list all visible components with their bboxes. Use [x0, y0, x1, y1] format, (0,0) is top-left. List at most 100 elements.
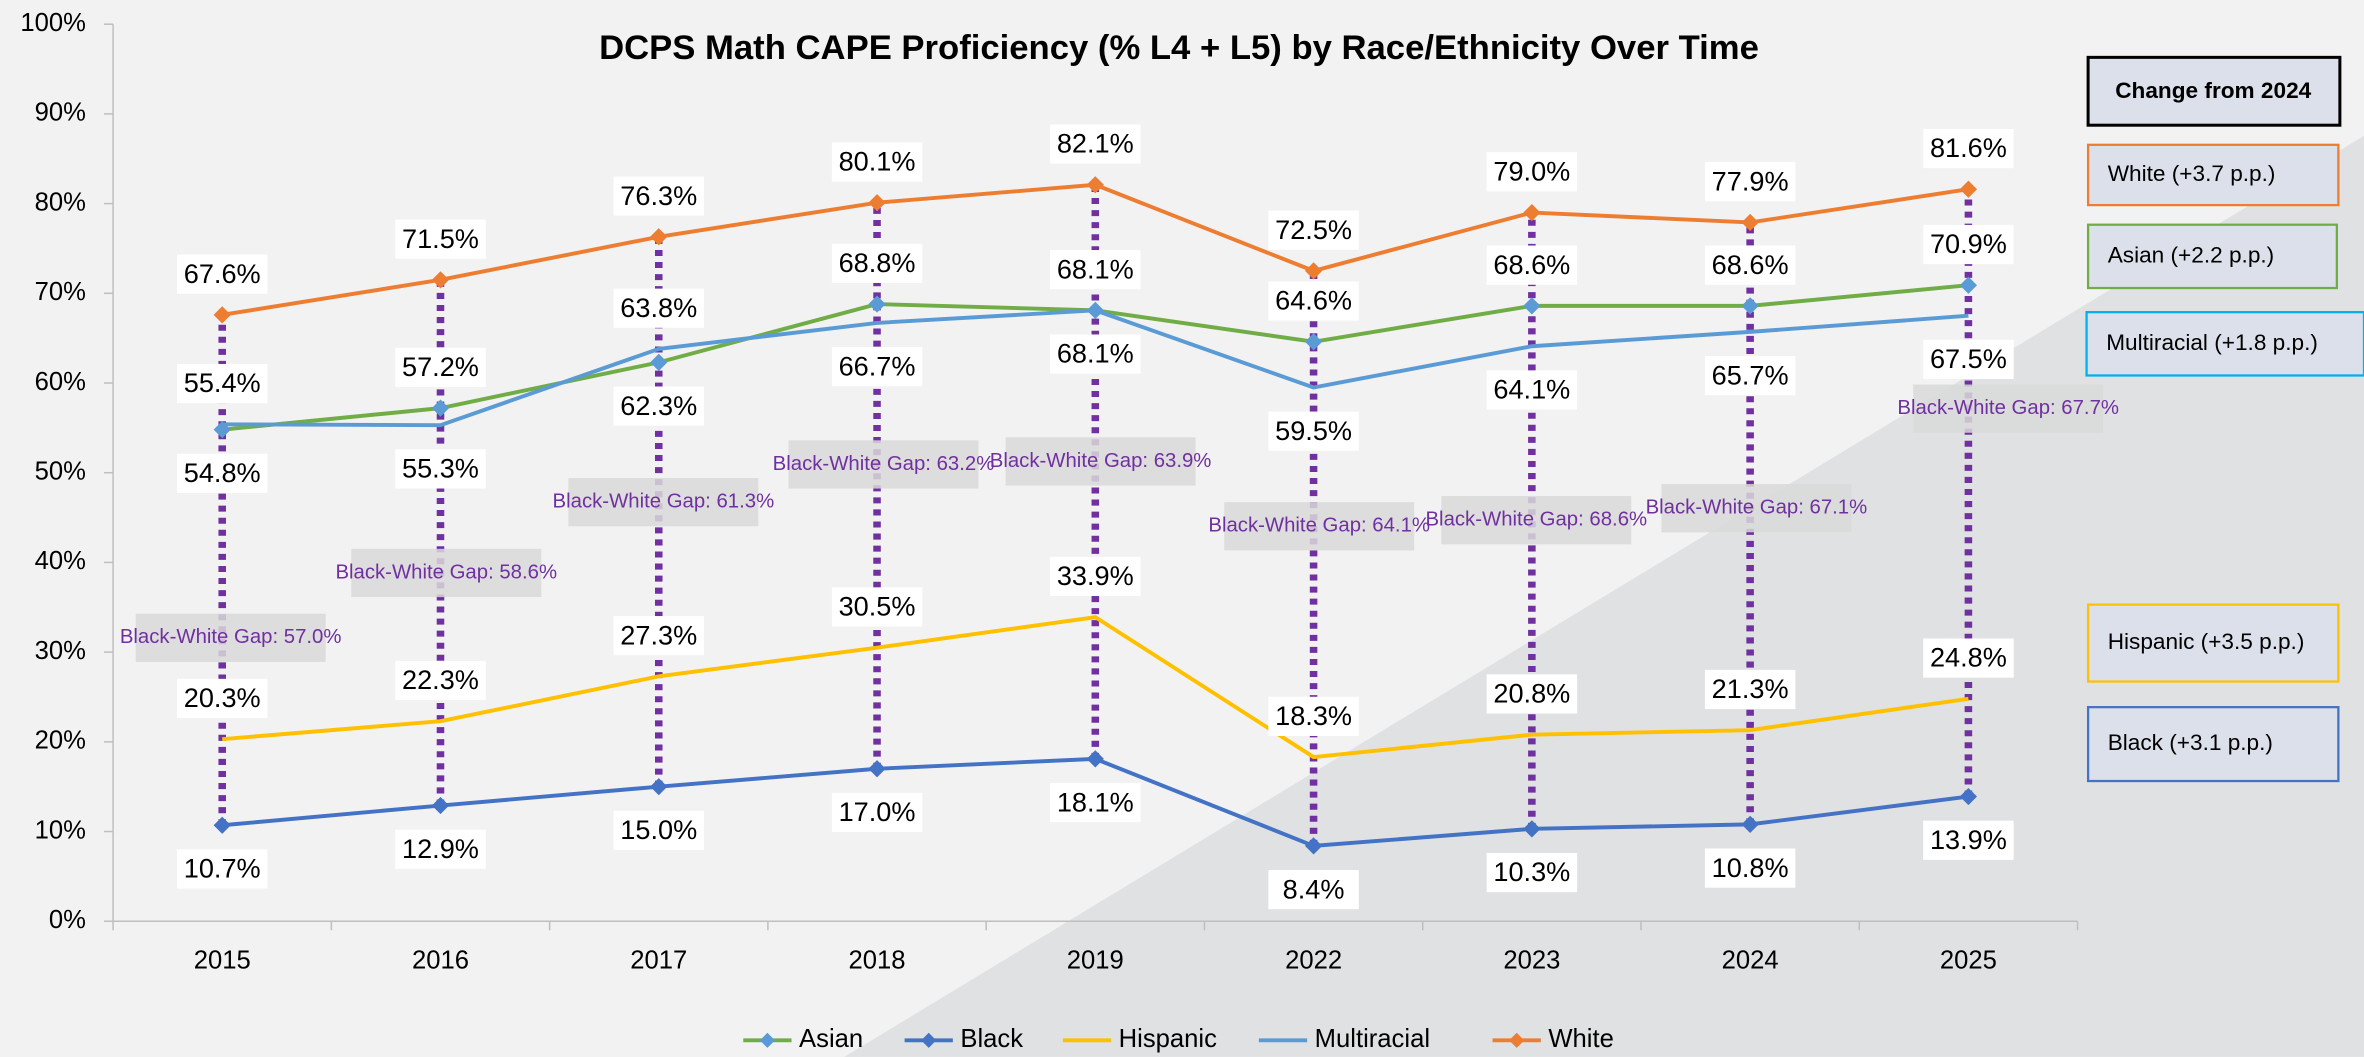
data-label: 63.8% [620, 292, 697, 323]
data-label: 72.5% [1275, 214, 1352, 245]
series-marker [1741, 297, 1759, 315]
gap-label-box [1224, 502, 1415, 551]
legend-label: Multiracial [1315, 1025, 1430, 1053]
gap-label-box [1913, 384, 2104, 433]
series-marker [1304, 262, 1323, 280]
series-marker [868, 194, 886, 212]
series-marker [431, 271, 450, 289]
panel-item-label: White (+3.7 p.p.) [2108, 161, 2276, 186]
series-marker [650, 228, 668, 246]
series-marker [1523, 203, 1541, 222]
series-marker [1959, 787, 1978, 806]
data-label-box [1704, 245, 1796, 285]
legend-marker [921, 1032, 937, 1048]
y-tick-label: 0% [49, 906, 86, 934]
data-label: 10.3% [1493, 856, 1570, 887]
x-tick-label: 2015 [194, 947, 251, 975]
data-label: 12.9% [402, 833, 479, 864]
data-label: 76.3% [620, 180, 697, 211]
gap-label: Black-White Gap: 67.1% [1646, 497, 1868, 519]
data-label-box [1050, 556, 1141, 597]
gap-label-box [1661, 484, 1852, 533]
data-label-box [831, 347, 923, 387]
series-marker [650, 778, 668, 796]
data-label: 21.3% [1712, 673, 1789, 704]
data-label-box [1050, 782, 1141, 823]
gap-label: Black-White Gap: 61.3% [553, 490, 775, 512]
data-label: 66.7% [839, 350, 916, 381]
data-label: 55.3% [402, 453, 479, 484]
series-marker [1741, 815, 1759, 833]
panel-item-label: Black (+3.1 p.p.) [2108, 730, 2273, 755]
series-marker [868, 295, 886, 313]
data-label-box [1704, 162, 1796, 202]
legend-label: White [1548, 1025, 1614, 1053]
series-marker [1304, 333, 1323, 351]
data-label-box [831, 587, 923, 627]
panel-item-box [2086, 603, 2340, 683]
series-marker [1523, 297, 1541, 315]
data-label: 68.6% [1493, 249, 1570, 280]
data-label: 55.4% [184, 367, 261, 398]
data-label: 13.9% [1930, 824, 2007, 855]
series-marker [1959, 276, 1978, 294]
data-label-box [1268, 411, 1359, 451]
data-label: 20.3% [184, 682, 261, 713]
data-label: 17.0% [839, 796, 916, 827]
data-label-box [1704, 848, 1796, 888]
data-label: 68.1% [1057, 253, 1134, 284]
gap-label: Black-White Gap: 58.6% [335, 561, 557, 583]
data-label: 10.7% [184, 853, 261, 884]
y-tick-label: 100% [20, 9, 86, 37]
data-label-box [176, 678, 268, 719]
data-label: 71.5% [402, 223, 479, 254]
gap-label: Black-White Gap: 57.0% [120, 626, 342, 648]
panel-item-box [2085, 311, 2364, 377]
x-tick-label: 2023 [1503, 947, 1560, 975]
data-label-box [395, 660, 486, 701]
panel-item-label: Multiracial (+1.8 p.p.) [2106, 330, 2318, 355]
data-label-box [831, 243, 923, 283]
data-label: 8.4% [1283, 873, 1345, 904]
series-marker [213, 306, 231, 324]
data-label-box [1050, 334, 1141, 374]
data-label-box [1050, 250, 1141, 290]
data-label-box [1268, 870, 1359, 910]
panel-title-box [2086, 55, 2342, 127]
data-label-box [1050, 124, 1141, 164]
gap-label: Black-White Gap: 64.1% [1208, 515, 1430, 537]
legend-marker [759, 1032, 775, 1048]
x-tick-label: 2022 [1285, 947, 1342, 975]
panel-item-box [2086, 223, 2338, 290]
data-label: 59.5% [1275, 415, 1352, 446]
series-marker [213, 421, 231, 439]
panel-item-label: Asian (+2.2 p.p.) [2108, 242, 2275, 267]
gap-label: Black-White Gap: 67.7% [1897, 397, 2119, 419]
y-tick-label: 30% [35, 637, 86, 665]
data-label: 24.8% [1930, 642, 2007, 673]
legend-marker [1509, 1032, 1525, 1048]
data-label: 81.6% [1930, 132, 2007, 163]
series-marker [868, 760, 886, 778]
y-tick-label: 20% [35, 727, 86, 755]
x-tick-label: 2024 [1722, 947, 1779, 975]
data-label: 67.5% [1930, 343, 2007, 374]
data-label-box [1923, 820, 2014, 860]
panel-title: Change from 2024 [2115, 78, 2311, 103]
y-tick-label: 50% [35, 457, 86, 485]
data-label-box [613, 288, 704, 328]
panel-item-label: Hispanic (+3.5 p.p.) [2108, 629, 2305, 654]
data-label: 15.0% [620, 814, 697, 845]
data-label: 80.1% [839, 146, 916, 177]
series-marker [1959, 180, 1978, 198]
data-label: 18.3% [1275, 700, 1352, 731]
data-label: 20.8% [1493, 678, 1570, 709]
gap-label: Black-White Gap: 68.6% [1425, 509, 1647, 531]
data-label: 64.1% [1493, 374, 1570, 405]
data-label-box [176, 254, 268, 294]
series-marker [213, 816, 231, 834]
series-marker [431, 399, 450, 417]
series-marker [431, 796, 450, 815]
y-tick-label: 70% [35, 278, 86, 306]
data-label-box [1923, 339, 2014, 380]
